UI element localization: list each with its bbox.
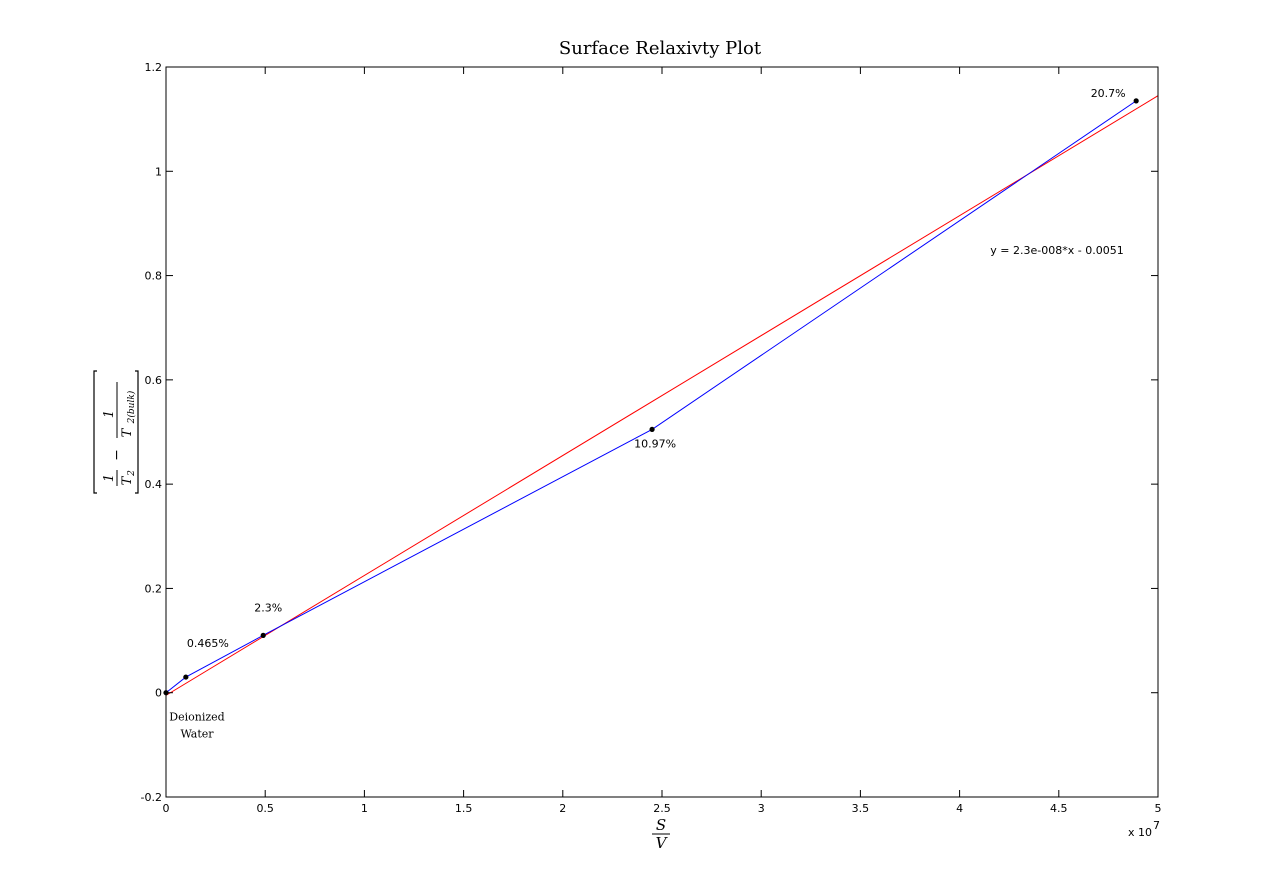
x-multiplier-exponent: 7	[1153, 819, 1160, 832]
y-label-term2-denominator: T	[120, 427, 135, 437]
axis-ticks: 0 0.5 1 1.5 2 2.5 3 3.5 4 4.5 5-0.200.20.40.60.811…	[141, 61, 1162, 815]
fit-equation-label: y = 2.3e-008*x - 0.0051	[990, 244, 1123, 257]
y-label-term2-numerator: 1	[102, 410, 117, 418]
point-label: 10.97%	[634, 437, 676, 450]
point-label: 0.465%	[187, 637, 229, 650]
plot-frame	[165, 66, 1159, 798]
x-tick-label: 2	[559, 802, 566, 815]
y-tick-label: 1.2	[145, 61, 163, 74]
y-tick-label: -0.2	[141, 791, 162, 804]
y-label-term1-subscript: 2	[127, 470, 137, 477]
point-label: Water	[180, 728, 214, 741]
y-label-term1-numerator: 1	[102, 474, 117, 482]
x-multiplier-text: x 10	[1128, 826, 1152, 839]
y-tick-label: 1	[155, 165, 162, 178]
data-series-line	[165, 100, 1137, 694]
point-label: Deionized	[169, 711, 224, 724]
y-tick-label: 0.6	[145, 374, 163, 387]
x-tick-label: 3.5	[852, 802, 870, 815]
annotations: Deionized Water 0.465% 2.3% 10.97% 20.7% y = 2…	[169, 87, 1125, 741]
x-tick-label: 5	[1155, 802, 1162, 815]
x-label-numerator: S	[656, 816, 666, 834]
chart-title: Surface Relaxivty Plot	[559, 38, 762, 59]
x-axis-label: S V	[652, 816, 670, 852]
data-point-marker	[649, 426, 655, 432]
y-label-bracket-right	[135, 370, 139, 494]
x-tick-label: 0	[163, 802, 170, 815]
x-tick-label: 1.5	[455, 802, 473, 815]
y-tick-label: 0.2	[145, 582, 163, 595]
data-point-marker	[1133, 98, 1139, 104]
x-tick-label: 0.5	[256, 802, 274, 815]
y-tick-label: 0	[155, 687, 162, 700]
x-tick-label: 4	[956, 802, 963, 815]
data-point-marker	[183, 674, 189, 680]
series-layer	[163, 95, 1159, 696]
data-point-marker	[260, 632, 266, 638]
y-tick-label: 0.4	[145, 478, 163, 491]
point-label: 20.7%	[1091, 87, 1126, 100]
y-label-term1-denominator: T	[120, 475, 135, 485]
x-tick-label: 2.5	[653, 802, 671, 815]
x-tick-label: 1	[361, 802, 368, 815]
x-label-denominator: V	[656, 834, 669, 852]
x-tick-label: 3	[758, 802, 765, 815]
y-label-term2-subscript: 2(bulk)	[126, 390, 137, 424]
y-tick-label: 0.8	[145, 270, 163, 283]
fit-line	[165, 95, 1159, 696]
x-tick-label: 4.5	[1050, 802, 1068, 815]
y-axis-label: 1 T 2 − 1 T 2(bulk)	[93, 370, 139, 494]
point-label: 2.3%	[254, 601, 282, 614]
x-axis-multiplier: x 10 7	[1128, 819, 1160, 839]
y-label-bracket-left	[93, 370, 97, 494]
y-label-operator: −	[109, 449, 125, 461]
